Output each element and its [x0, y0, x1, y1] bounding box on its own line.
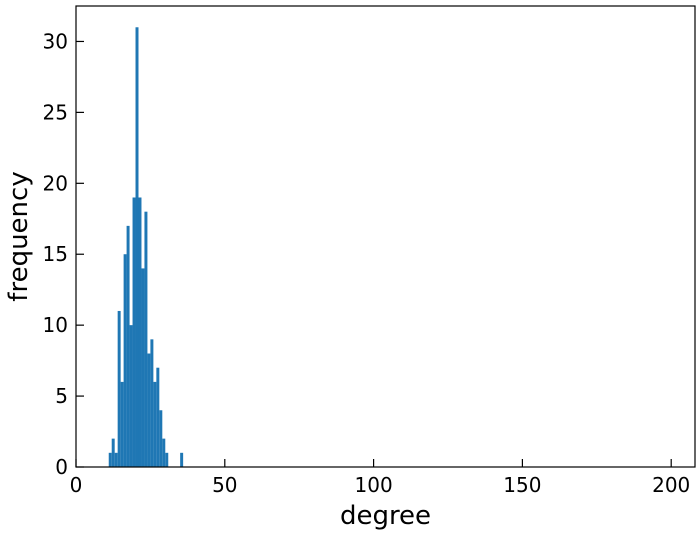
y-tick-label: 25 [43, 100, 68, 124]
histogram-bar [147, 353, 151, 467]
histogram-bar [159, 410, 163, 467]
x-tick-label: 50 [212, 473, 237, 497]
histogram-bar [123, 254, 127, 467]
histogram-bar [108, 452, 112, 467]
x-tick-label: 200 [652, 473, 690, 497]
histogram-bar [126, 225, 130, 467]
histogram-bar [117, 310, 121, 467]
histogram-bar [156, 367, 160, 467]
histogram-bar [153, 381, 157, 467]
histogram-bar [111, 438, 115, 467]
y-tick-label: 20 [43, 171, 68, 195]
axis-ticks: 0 50 100 150 200 0 5 10 15 20 25 30 [43, 29, 691, 497]
x-axis-title: degree [340, 501, 431, 531]
y-axis-title: frequency [4, 171, 34, 301]
histogram-bar [162, 438, 166, 467]
histogram-bar [150, 339, 154, 467]
histogram-bar [144, 211, 148, 467]
x-tick-label: 0 [70, 473, 83, 497]
histogram-bar [165, 452, 169, 467]
histogram-bar [132, 197, 136, 467]
y-tick-label: 10 [43, 313, 68, 337]
histogram-bar [120, 381, 124, 467]
histogram-bars [108, 27, 184, 468]
plot-area-frame [75, 5, 696, 468]
histogram-bar [138, 197, 142, 467]
y-tick-label: 5 [55, 384, 68, 408]
histogram-bar [135, 27, 139, 468]
histogram-bar [114, 452, 118, 467]
y-tick-label: 30 [43, 29, 68, 53]
x-tick-label: 150 [503, 473, 541, 497]
y-tick-label: 0 [55, 455, 68, 479]
y-tick-label: 15 [43, 242, 68, 266]
histogram-bar [141, 268, 145, 467]
histogram-bar [180, 452, 184, 467]
histogram-bar [129, 325, 133, 467]
x-tick-label: 100 [355, 473, 393, 497]
